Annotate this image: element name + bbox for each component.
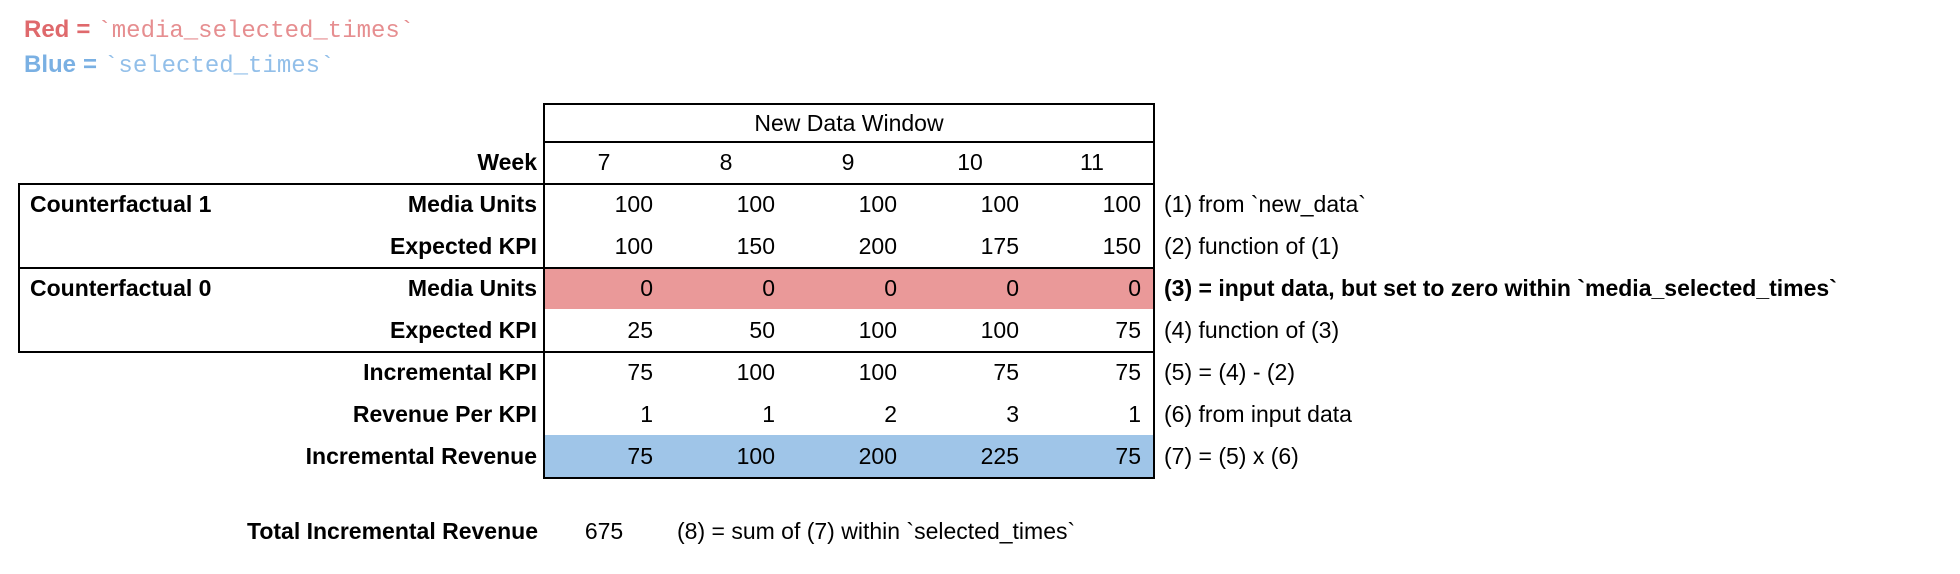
week-header: 9 <box>841 149 855 175</box>
legend-red-word: Red <box>24 16 70 43</box>
week-header: 11 <box>1080 149 1104 175</box>
table-cell: 100 <box>858 317 897 343</box>
legend-blue-word: Blue <box>24 51 77 78</box>
row-label: Expected KPI <box>390 233 537 259</box>
row-annotation: (7) = (5) x (6) <box>1164 443 1299 469</box>
legend-blue-code: `selected_times` <box>104 53 335 80</box>
week-row-divider <box>18 183 1155 185</box>
table-cell: 0 <box>640 275 653 301</box>
red-highlight-row <box>545 269 1153 309</box>
row-label: Revenue Per KPI <box>352 401 537 427</box>
table-title: New Data Window <box>754 110 944 136</box>
table-cell: 100 <box>1102 191 1141 217</box>
legend-red-line: Red = `media_selected_times` <box>24 14 414 46</box>
legend-blue-equals: = <box>83 51 98 78</box>
row-annotation: (3) = input data, but set to zero within… <box>1164 275 1837 301</box>
table-cell: 100 <box>858 191 897 217</box>
legend-red-code: `media_selected_times` <box>97 18 415 45</box>
week-header: 10 <box>957 149 983 175</box>
table-cell: 1 <box>762 401 775 427</box>
week-row-label: Week <box>477 149 537 175</box>
table-cell: 150 <box>736 233 775 259</box>
header-divider <box>543 141 1155 143</box>
table-cell: 100 <box>736 191 775 217</box>
blue-highlight-row <box>545 435 1153 477</box>
table-cell: 75 <box>1115 443 1141 469</box>
table-left-border <box>543 103 545 479</box>
row-label: Expected KPI <box>390 317 537 343</box>
group-box-left-border <box>18 183 20 353</box>
total-annotation: (8) = sum of (7) within `selected_times` <box>677 518 1076 544</box>
table-cell: 0 <box>762 275 775 301</box>
table-cell: 75 <box>627 443 653 469</box>
table-cell: 175 <box>980 233 1019 259</box>
counterfactual0-bottom-border <box>18 351 1155 353</box>
group-label-counterfactual-0: Counterfactual 0 <box>30 275 212 301</box>
table-cell: 100 <box>736 443 775 469</box>
legend-blue-line: Blue = `selected_times` <box>24 49 334 81</box>
row-label: Media Units <box>407 275 537 301</box>
table-cell: 25 <box>627 317 653 343</box>
table-cell: 225 <box>980 443 1019 469</box>
total-value: 675 <box>584 518 624 544</box>
group-label-counterfactual-1: Counterfactual 1 <box>30 191 212 217</box>
counterfactual-divider <box>18 267 1155 269</box>
row-label: Incremental KPI <box>363 359 537 385</box>
row-annotation: (5) = (4) - (2) <box>1164 359 1295 385</box>
table-cell: 0 <box>1128 275 1141 301</box>
table-cell: 75 <box>627 359 653 385</box>
table-cell: 75 <box>1115 359 1141 385</box>
table-cell: 100 <box>858 359 897 385</box>
table-cell: 0 <box>884 275 897 301</box>
table-cell: 100 <box>614 233 653 259</box>
table-right-border <box>1153 103 1155 479</box>
table-cell: 100 <box>736 359 775 385</box>
row-annotation: (2) function of (1) <box>1164 233 1340 259</box>
table-cell: 200 <box>858 233 897 259</box>
week-header: 8 <box>719 149 733 175</box>
table-cell: 100 <box>614 191 653 217</box>
row-label: Incremental Revenue <box>305 443 537 469</box>
table-cell: 2 <box>884 401 897 427</box>
row-label: Media Units <box>407 191 537 217</box>
table-cell: 100 <box>980 191 1019 217</box>
table-cell: 150 <box>1102 233 1141 259</box>
table-cell: 50 <box>749 317 775 343</box>
table-cell: 100 <box>980 317 1019 343</box>
table-top-border <box>543 103 1155 105</box>
table-cell: 75 <box>993 359 1019 385</box>
table-cell: 200 <box>858 443 897 469</box>
row-annotation: (4) function of (3) <box>1164 317 1340 343</box>
table-cell: 1 <box>1128 401 1141 427</box>
week-header: 7 <box>597 149 611 175</box>
row-annotation: (1) from `new_data` <box>1164 191 1366 217</box>
row-annotation: (6) from input data <box>1164 401 1352 427</box>
legend-red-equals: = <box>76 16 91 43</box>
table-cell: 0 <box>1006 275 1019 301</box>
table-cell: 3 <box>1006 401 1019 427</box>
table-bottom-border <box>543 477 1155 479</box>
table-cell: 1 <box>640 401 653 427</box>
table-cell: 75 <box>1115 317 1141 343</box>
total-label: Total Incremental Revenue <box>247 518 538 544</box>
